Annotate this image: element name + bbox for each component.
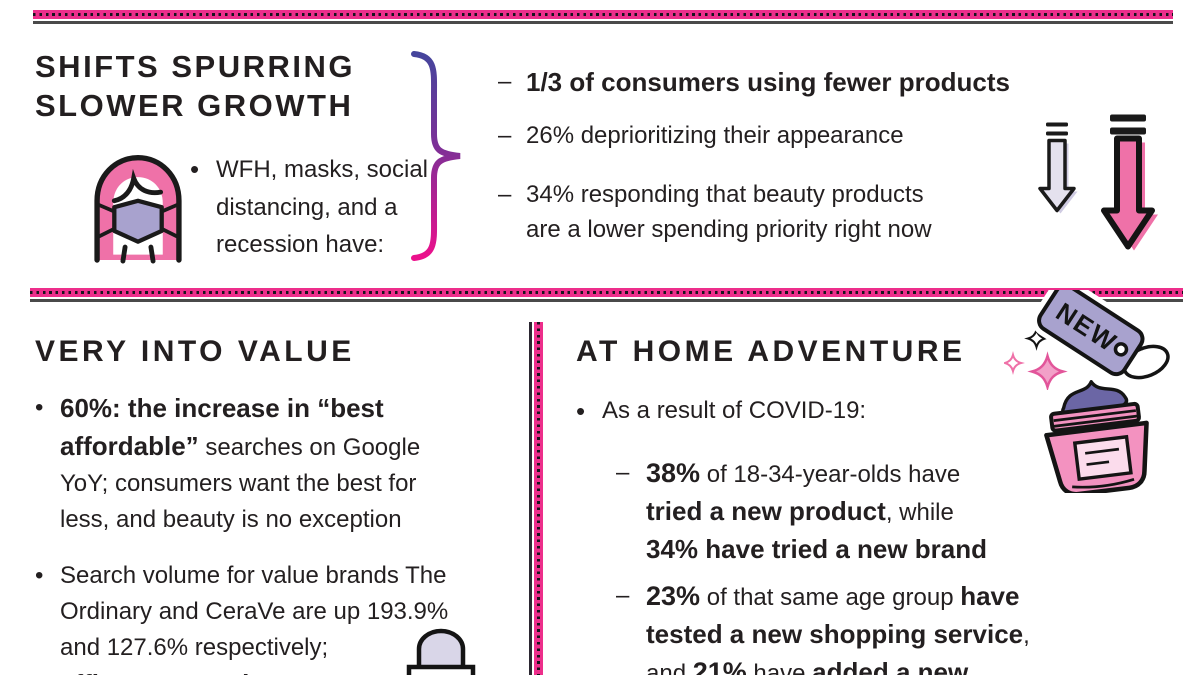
outcome-item-1: – 1/3 of consumers using fewer products (498, 66, 1078, 98)
adventure-intro-bullet: • As a result of COVID-19: (576, 393, 996, 429)
dash-marker: – (498, 122, 512, 149)
value-b1-line4: less, and beauty is no exception (60, 506, 402, 533)
shifts-outcomes-list: – 1/3 of consumers using fewer products … (498, 66, 1078, 247)
outcome-item-3-line1: 34% responding that beauty products (526, 181, 924, 208)
bullet-marker: • (576, 396, 586, 426)
value-bullet-2: • Search volume for value brands The Ord… (35, 558, 510, 675)
sparkle-small-left (1004, 351, 1025, 375)
sub2-line2-regular: , (1023, 622, 1030, 649)
adventure-sub2-text: 23% of that same age group have tested a… (646, 578, 1030, 675)
large-down-arrow-icon (1101, 114, 1158, 251)
outcome-item-2: – 26% deprioritizing their appearance (498, 120, 1078, 152)
value-bullet-1: • 60%: the increase in “best affordable”… (35, 390, 510, 538)
outcome-item-3-text: 34% responding that beauty products are … (526, 177, 932, 247)
outcome-item-2-text: 26% deprioritizing their appearance (526, 122, 904, 149)
top-border-rule (33, 10, 1173, 24)
curly-brace-icon (411, 51, 461, 261)
down-arrows-icon (1038, 114, 1158, 251)
section-title-shifts-line2: SLOWER GROWTH (35, 88, 354, 123)
top-border-dotted-band (33, 10, 1173, 19)
section-title-adventure: AT HOME ADVENTURE (576, 335, 966, 368)
sub2-line3-regular2: have (746, 660, 813, 675)
middle-divider-rule (30, 288, 1183, 302)
sub2-line1-bold: 23% (646, 581, 701, 611)
adventure-sub-bullet-1: – 38% of 18-34-year-olds have tried a ne… (616, 455, 1096, 569)
value-bullet-2-text: Search volume for value brands The Ordin… (60, 558, 448, 675)
outcome-item-3-line2: are a lower spending priority right now (526, 216, 932, 243)
shifts-intro-line1: WFH, masks, social (216, 156, 429, 183)
value-b1-line2-bold: affordable” (60, 431, 199, 461)
section-title-value: VERY INTO VALUE (35, 335, 355, 368)
sub2-line3-regular: and (646, 660, 693, 675)
sparkle-small-top (1024, 328, 1049, 351)
section-title-shifts: SHIFTS SPURRING SLOWER GROWTH (35, 47, 355, 125)
value-b1-line2-regular: searches on Google (198, 434, 421, 461)
column-divider-rule (529, 322, 543, 675)
section-title-shifts-line1: SHIFTS SPURRING (35, 49, 355, 84)
dropper-icon (406, 628, 476, 675)
person-wearing-mask-icon (94, 154, 182, 264)
small-down-arrow-icon (1038, 122, 1078, 214)
sub1-line2-bold: tried a new product (646, 496, 886, 526)
sub2-line3-bold2: added a new (812, 657, 969, 675)
top-border-line (33, 21, 1173, 24)
bullet-marker: • (35, 394, 44, 421)
value-b1-line1-bold: 60%: the increase in “best (60, 393, 384, 423)
jar-label (1072, 434, 1133, 482)
sub1-line1-bold: 38% (646, 458, 701, 488)
value-b2-line4-bold: efficacy at a price (60, 669, 278, 675)
value-b2-line3: and 127.6% respectively; (60, 634, 329, 661)
outcome-item-3: – 34% responding that beauty products ar… (498, 177, 1078, 247)
shifts-intro-line3: recession have: (216, 231, 385, 258)
value-b2-line2: Ordinary and CeraVe are up 193.9% (60, 598, 449, 625)
sub2-line1-regular: of that same age group (700, 584, 961, 611)
dash-marker: – (498, 68, 512, 95)
new-tag-icon: NEW (1033, 290, 1173, 383)
sub1-line3-bold: 34% have tried a new brand (646, 534, 988, 564)
dash-marker: – (616, 459, 630, 486)
column-divider-dotted-band (534, 322, 543, 675)
dash-marker: – (498, 181, 512, 208)
dash-marker: – (616, 582, 630, 609)
middle-divider-line (30, 299, 1183, 302)
shifts-intro-text: WFH, masks, social distancing, and a rec… (216, 151, 428, 264)
bullet-marker: • (35, 562, 44, 589)
value-bullet-1-text: 60%: the increase in “best affordable” s… (60, 390, 420, 538)
tag-hole (1113, 342, 1129, 357)
sub2-line3-bold: 21% (692, 657, 747, 675)
shifts-intro-bullet: • WFH, masks, social distancing, and a r… (190, 151, 428, 264)
bullet-marker: • (190, 154, 200, 184)
adventure-intro-text: As a result of COVID-19: (602, 397, 867, 424)
sub1-line1-regular: of 18-34-year-olds have (700, 461, 961, 488)
adventure-sub1-text: 38% of 18-34-year-olds have tried a new … (646, 455, 987, 569)
outcome-item-1-text: 1/3 of consumers using fewer products (526, 67, 1010, 97)
shifts-intro-line2: distancing, and a (216, 193, 398, 221)
sparkles-icon (1004, 328, 1068, 390)
cream-jar-icon (1044, 380, 1149, 493)
value-b1-line3: YoY; consumers want the best for (60, 470, 417, 497)
sub1-line2-regular: , while (885, 499, 954, 526)
adventure-sub-bullet-2: – 23% of that same age group have tested… (616, 578, 1156, 675)
column-divider-line (529, 322, 532, 675)
middle-divider-dotted-band (30, 288, 1183, 297)
sub2-line1-bold2: have (960, 581, 1020, 611)
value-b2-line1: Search volume for value brands The (60, 562, 447, 589)
sub2-line2-bold: tested a new shopping service (646, 619, 1024, 649)
sparkle-large (1027, 351, 1068, 390)
